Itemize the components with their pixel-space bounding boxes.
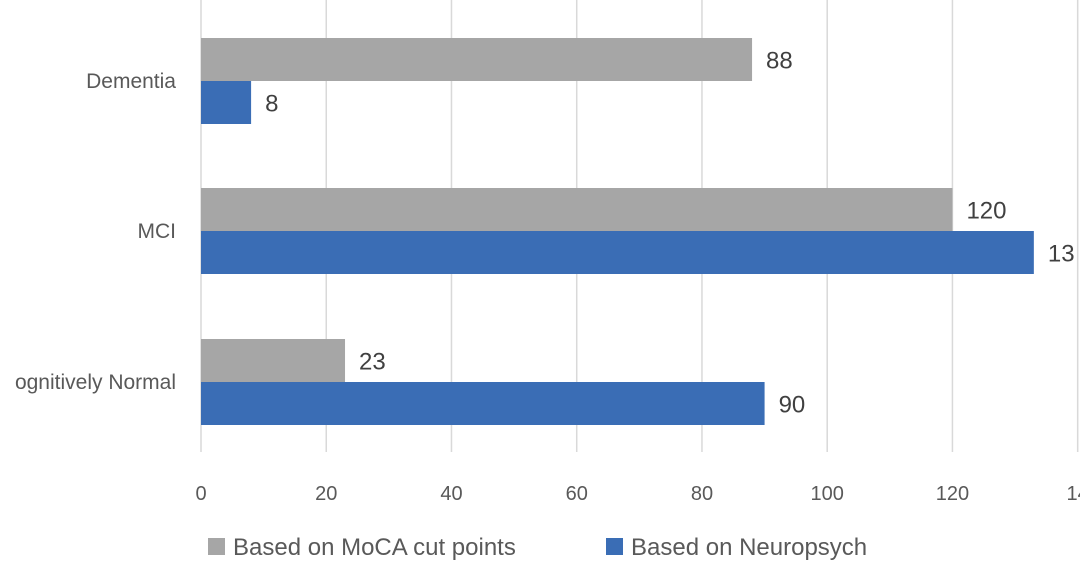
x-tick-label-40: 40: [440, 483, 462, 505]
category-label-mci: MCI: [138, 220, 177, 243]
data-label-mci-based-on-moca-cut-points: 120: [966, 198, 1006, 225]
legend-swatch-based-on-neuropsych: [606, 538, 623, 555]
data-label-dementia-based-on-moca-cut-points: 88: [766, 48, 793, 75]
bar-cognitively-normal-based-on-moca-cut-points: [201, 339, 346, 382]
data-label-cognitively-normal-based-on-neuropsych: 90: [779, 392, 806, 419]
bar-mci-based-on-moca-cut-points: [201, 188, 953, 231]
category-label-dementia: Dementia: [86, 70, 176, 93]
category-label-cognitively-normal: ognitively Normal: [15, 371, 176, 394]
x-tick-label-100: 100: [811, 483, 844, 505]
legend-label-based-on-neuropsych: Based on Neuropsych: [631, 534, 867, 561]
bar-cognitively-normal-based-on-neuropsych: [201, 382, 765, 425]
x-tick-label-20: 20: [315, 483, 337, 505]
data-label-cognitively-normal-based-on-moca-cut-points: 23: [359, 349, 386, 376]
x-tick-label-60: 60: [566, 483, 588, 505]
x-tick-label-140: 14: [1067, 483, 1080, 505]
legend: Based on MoCA cut points Based on Neurops…: [208, 534, 867, 561]
data-label-mci-based-on-neuropsych: 13: [1048, 241, 1075, 268]
bars: [201, 38, 1034, 425]
category-labels: Dementia MCI ognitively Normal: [15, 70, 176, 394]
legend-label-based-on-moca-cut-points: Based on MoCA cut points: [233, 534, 516, 561]
x-tick-label-0: 0: [195, 483, 206, 505]
x-tick-label-120: 120: [936, 483, 969, 505]
x-tick-label-80: 80: [691, 483, 713, 505]
bar-dementia-based-on-neuropsych: [201, 81, 252, 124]
x-tick-labels: 0 20 40 60 80 100 120 14: [195, 483, 1080, 505]
bar-dementia-based-on-moca-cut-points: [201, 38, 753, 81]
data-label-dementia-based-on-neuropsych: 8: [265, 91, 278, 118]
legend-swatch-based-on-moca-cut-points: [208, 538, 225, 555]
bar-mci-based-on-neuropsych: [201, 231, 1034, 274]
